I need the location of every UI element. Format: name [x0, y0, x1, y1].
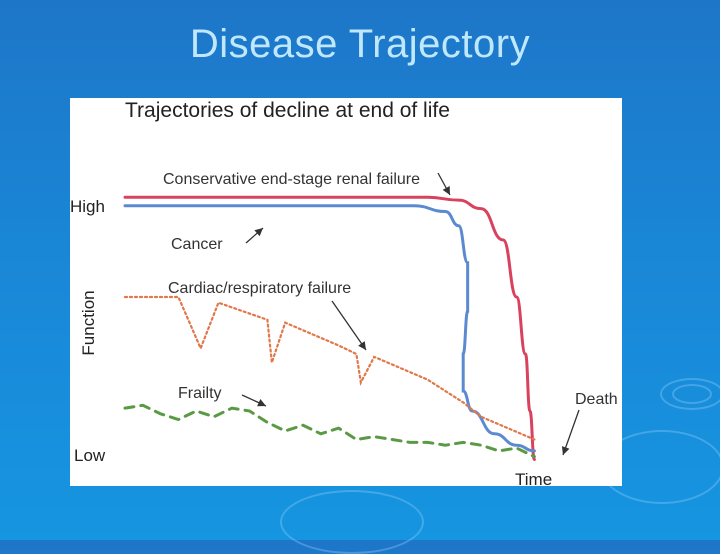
y-axis-label: Function: [79, 290, 98, 355]
series-line-0: [123, 195, 536, 461]
decorative-ripple: [672, 384, 712, 404]
series-line-1: [123, 204, 536, 453]
label-frailty: Frailty: [178, 385, 222, 402]
x-axis-label: Time: [515, 470, 552, 486]
arrow-cardiac-line: [331, 300, 367, 351]
arrow-renal-head: [442, 186, 450, 195]
slide-title: Disease Trajectory: [189, 22, 531, 66]
series-line-2: [123, 295, 536, 441]
y-tick-high: High: [70, 197, 105, 216]
label-cancer: Cancer: [171, 236, 223, 253]
decorative-ripple: [280, 490, 424, 554]
series-line-3: [123, 403, 536, 459]
chart-title: Trajectories of decline at end of life: [125, 99, 450, 122]
arrow-cardiac-head: [358, 341, 366, 350]
label-renal-failure: Conservative end-stage renal failure: [163, 171, 420, 188]
y-tick-low: Low: [74, 446, 106, 465]
death-label: Death: [575, 391, 618, 408]
arrow-death-head: [561, 446, 570, 455]
chart-figure: Trajectories of decline at end of life H…: [70, 98, 622, 486]
trajectory-chart: Trajectories of decline at end of life H…: [70, 99, 618, 486]
arrow-cancer-head: [254, 228, 263, 237]
decorative-ripple: [660, 378, 720, 410]
arrow-frailty-head: [257, 399, 266, 407]
label-cardiac-failure: Cardiac/respiratory failure: [168, 280, 351, 297]
